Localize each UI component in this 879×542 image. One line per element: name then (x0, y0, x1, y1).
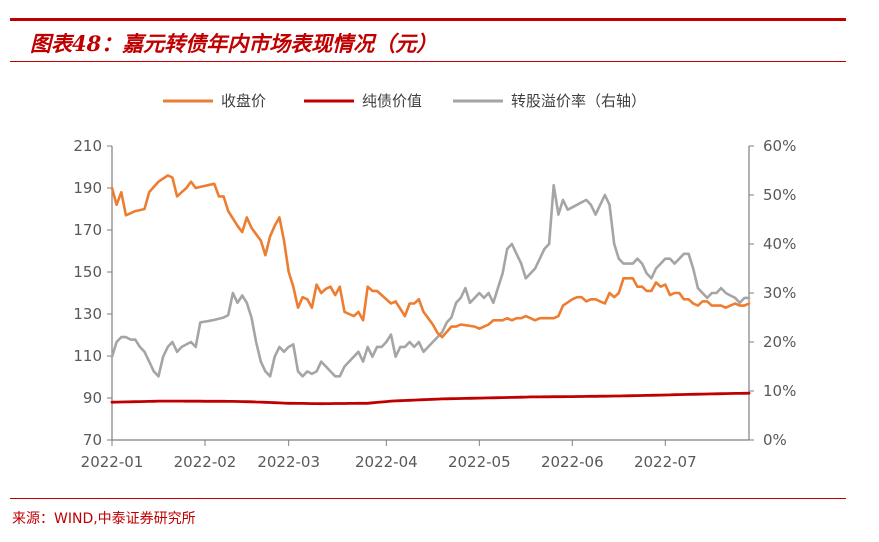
legend-bond-value-label: 纯债价值 (362, 92, 422, 110)
chart-legend: 收盘价 纯债价值 转股溢价率（右轴） (163, 92, 646, 110)
chart-series (110, 174, 751, 406)
y-left-tick-label: 150 (73, 263, 102, 281)
y-left-tick-label: 130 (73, 305, 102, 323)
y-left-tick-label: 110 (73, 347, 102, 365)
x-tick-label: 2022-01 (81, 453, 144, 471)
y-right-tick-label: 30% (763, 284, 796, 302)
x-tick-label: 2022-06 (541, 453, 604, 471)
y-left-tick-label: 170 (73, 221, 102, 239)
series-premium-line-tail (696, 286, 751, 305)
y-right-tick-label: 20% (763, 333, 796, 351)
x-tick-label: 2022-02 (174, 453, 237, 471)
y-right-tick-label: 10% (763, 382, 796, 400)
legend-close-label: 收盘价 (221, 92, 266, 110)
y-right-tick-label: 40% (763, 235, 796, 253)
x-tick-label: 2022-07 (634, 453, 697, 471)
title-rule (10, 61, 846, 62)
x-tick-label: 2022-04 (355, 453, 418, 471)
series-bond-value-line (110, 391, 751, 406)
page-title: 图表48：嘉元转债年内市场表现情况（元） (30, 31, 438, 56)
series-close-line (110, 174, 751, 339)
y-right-tick-label: 60% (763, 137, 796, 155)
y-left-tick-label: 90 (83, 389, 102, 407)
source-note: 来源：WIND,中泰证券研究所 (12, 511, 196, 527)
legend-premium-label: 转股溢价率（右轴） (511, 92, 646, 110)
bottom-rule (10, 498, 846, 499)
series-premium-line (110, 183, 700, 378)
y-left-tick-label: 190 (73, 179, 102, 197)
y-right-tick-label: 0% (763, 431, 787, 449)
top-rule (10, 18, 846, 21)
y-left-tick-label: 210 (73, 137, 102, 155)
x-tick-label: 2022-05 (448, 453, 511, 471)
y-left-tick-label: 70 (83, 431, 102, 449)
x-tick-label: 2022-03 (257, 453, 320, 471)
chart-axes: 210 190 170 150 130 110 90 70 60% 50% 40% 30% 20% 10%… (73, 137, 796, 471)
y-right-tick-label: 50% (763, 186, 796, 204)
